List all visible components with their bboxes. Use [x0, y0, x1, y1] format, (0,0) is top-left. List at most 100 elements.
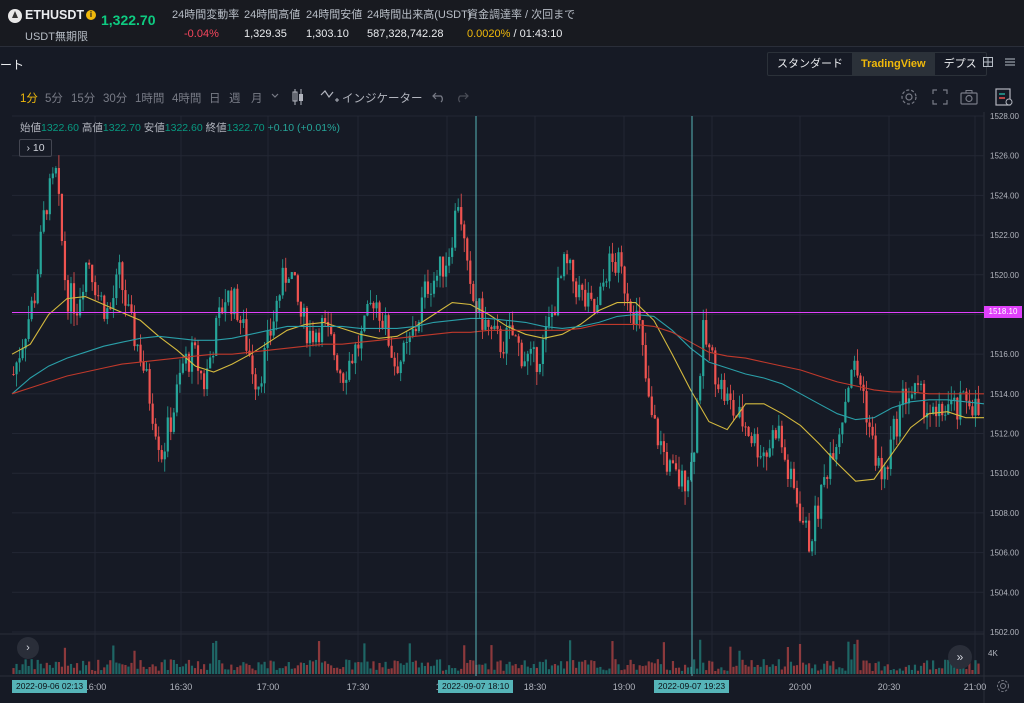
candle-body: [97, 295, 100, 297]
candle-body: [544, 326, 548, 340]
volume-bar: [502, 670, 505, 674]
candle-body: [227, 290, 230, 303]
volume-bar: [690, 666, 693, 674]
volume-bar: [898, 668, 901, 674]
candle-body: [892, 418, 895, 440]
volume-bar: [42, 668, 45, 674]
volume-bar: [535, 668, 538, 674]
candle-body: [103, 295, 106, 319]
volume-bar: [63, 647, 67, 674]
volume-bar: [435, 659, 439, 674]
candle-body: [844, 401, 847, 423]
volume-bar: [305, 664, 309, 674]
candle-body: [145, 369, 148, 371]
volume-bar: [511, 665, 514, 674]
tab-standard[interactable]: スタンダード: [777, 58, 843, 70]
candle-body: [24, 338, 27, 349]
interval-1m[interactable]: 1分: [20, 93, 38, 105]
ma-toggle-button[interactable]: › 10: [19, 139, 52, 157]
candle-body: [215, 317, 218, 356]
candle-body: [853, 360, 856, 370]
volume-bar: [841, 668, 844, 674]
volume-bar: [193, 668, 197, 674]
volume-bar: [732, 666, 735, 674]
volume-bar: [469, 660, 472, 674]
symbol-name[interactable]: ETHUSDT: [25, 8, 85, 22]
candle-body: [314, 332, 318, 343]
volume-bar: [847, 641, 850, 674]
candle-body: [974, 398, 977, 416]
camera-icon[interactable]: [960, 89, 978, 105]
volume-bar: [826, 660, 829, 674]
interval-5m[interactable]: 5分: [45, 93, 63, 105]
candle-body: [444, 265, 448, 277]
chart-settings-icon[interactable]: [995, 88, 1013, 106]
interval-month[interactable]: 月: [251, 93, 263, 105]
interval-4h[interactable]: 4時間: [172, 93, 202, 105]
volume-bar: [85, 665, 88, 674]
volume-bar: [121, 664, 124, 674]
candle-body: [317, 332, 321, 343]
candle-body: [372, 302, 375, 309]
last-price: 1,322.70: [101, 12, 156, 28]
volume-bar: [865, 660, 868, 674]
interval-day[interactable]: 日: [209, 93, 221, 105]
volume-bar: [490, 645, 493, 674]
candle-body: [732, 399, 735, 416]
volume-bar: [729, 646, 732, 674]
candle-body: [184, 353, 188, 364]
candle-type-icon[interactable]: [291, 88, 305, 106]
indicators-button[interactable]: インジケーター: [342, 93, 423, 105]
volume-toggle-button[interactable]: ›: [17, 637, 39, 659]
tab-depth[interactable]: デプス: [943, 58, 977, 70]
settings-gear-icon[interactable]: [900, 88, 918, 106]
indicators-icon[interactable]: [320, 88, 340, 106]
volume-bar: [136, 668, 139, 674]
candle-body: [278, 295, 281, 301]
tab-tradingview[interactable]: TradingView: [852, 53, 935, 75]
candle-body: [387, 315, 390, 346]
candle-body: [526, 353, 529, 362]
interval-1h[interactable]: 1時間: [135, 93, 165, 105]
volume-bar: [759, 666, 762, 674]
scroll-to-realtime-button[interactable]: »: [948, 645, 972, 669]
interval-week[interactable]: 週: [229, 93, 241, 105]
volume-bar: [653, 663, 656, 674]
axis-settings-icon[interactable]: [996, 679, 1010, 693]
fullscreen-icon[interactable]: [932, 89, 948, 105]
candle-body: [817, 505, 820, 519]
stat-value: -0.04%: [184, 28, 219, 40]
candle-body: [390, 345, 393, 358]
candle-body: [771, 430, 774, 449]
interval-30m[interactable]: 30分: [103, 93, 128, 105]
candle-body: [414, 329, 417, 332]
candle-body: [100, 295, 103, 297]
volume-bar: [393, 660, 396, 674]
menu-icon[interactable]: [1005, 57, 1015, 67]
candle-body: [12, 374, 15, 375]
candle-body: [417, 322, 420, 332]
undo-icon[interactable]: [432, 91, 446, 103]
candle-body: [266, 330, 269, 348]
volume-bar: [605, 670, 608, 674]
chevron-down-icon[interactable]: [271, 92, 279, 100]
candle-body: [342, 373, 345, 383]
candle-body: [659, 441, 662, 446]
redo-icon[interactable]: [455, 91, 469, 103]
volume-bar: [620, 670, 623, 674]
volume-bar: [30, 659, 33, 674]
price-chart[interactable]: 1528.00 1526.00 1524.00 1522.00 1520.00 1518.…: [0, 112, 1024, 703]
volume-bar: [753, 667, 756, 674]
candle-body: [801, 520, 805, 523]
candle-body: [27, 319, 30, 339]
volume-bar: [590, 660, 593, 674]
price-tick-label: 1510.00: [990, 469, 1019, 478]
volume-bar: [54, 661, 57, 674]
candle-body: [581, 284, 584, 290]
interval-15m[interactable]: 15分: [71, 93, 96, 105]
volume-bar: [572, 660, 575, 674]
volume-bar: [199, 669, 203, 674]
layout-grid-icon[interactable]: [983, 57, 993, 67]
volume-bar: [457, 670, 460, 674]
info-icon[interactable]: i: [86, 10, 96, 20]
